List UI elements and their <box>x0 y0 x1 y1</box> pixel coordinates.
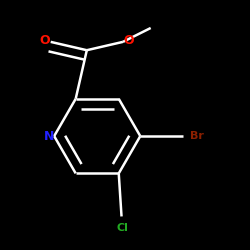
Text: N: N <box>44 130 54 142</box>
Text: Br: Br <box>190 131 204 141</box>
Text: O: O <box>124 34 134 47</box>
Text: O: O <box>39 34 50 47</box>
Text: Cl: Cl <box>117 222 129 232</box>
